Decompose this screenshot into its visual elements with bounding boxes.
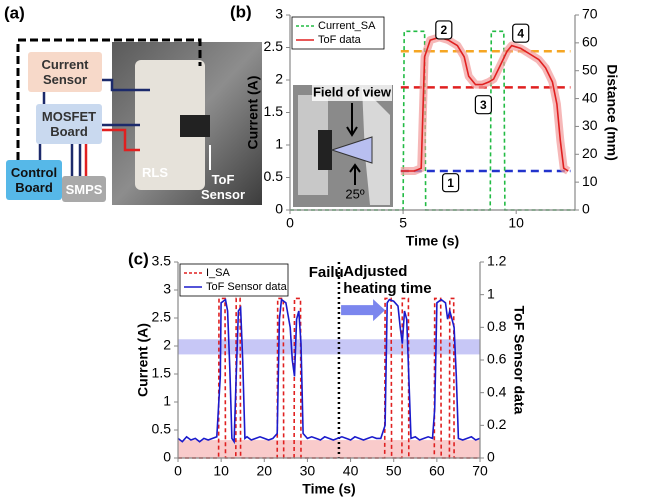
x-tick-label: 50	[386, 463, 402, 479]
wire	[16, 38, 202, 160]
series-line	[177, 298, 481, 445]
annotation-box	[441, 173, 460, 193]
y2-tick-label: 0.2	[487, 416, 507, 432]
y2-axis-title: ToF Sensor data	[511, 306, 527, 415]
annotation-box	[474, 95, 492, 115]
annotation: 25º	[345, 186, 364, 201]
x-tick-label: 10	[213, 463, 229, 479]
y-axis-title: Current (A)	[245, 76, 261, 150]
band	[178, 339, 480, 355]
annotation-wrap: Adjusted heating time	[343, 263, 444, 298]
y2-tick-label: 60	[582, 34, 598, 50]
annotation: 2	[440, 23, 447, 37]
y-tick-label: 0.5	[264, 168, 284, 184]
component: MOSFET Board	[36, 104, 102, 144]
y-tick-label: 3.5	[152, 253, 172, 269]
annotation: Field of view	[313, 84, 392, 99]
annotation-box	[435, 20, 453, 40]
y-tick-label: 2.5	[264, 38, 284, 54]
y-tick-label: 2.5	[152, 309, 172, 325]
y-axis-title: Current (A)	[135, 323, 151, 397]
x-tick-label: 40	[343, 463, 359, 479]
annotation: 1	[447, 176, 454, 190]
annotation: 4	[517, 26, 524, 40]
legend-label: ToF Sensor data	[206, 281, 288, 293]
pointer	[346, 103, 358, 137]
legend-box	[291, 16, 385, 50]
x-tick-label: 20	[256, 463, 272, 479]
y-tick-label: 2	[275, 71, 283, 87]
inset-part	[318, 130, 332, 170]
series-line	[400, 36, 569, 172]
component: Control Board	[6, 160, 62, 200]
x-tick-label: 0	[286, 215, 294, 231]
annotation: 3	[480, 98, 487, 112]
panel-a: (a) Current Sensor MOSFET Board Control …	[0, 0, 270, 215]
y2-tick-label: 10	[582, 173, 598, 189]
y2-axis-title: Distance (mm)	[604, 64, 620, 160]
y-tick-label: 1	[163, 393, 171, 409]
y2-tick-label: 40	[582, 89, 598, 105]
y2-tick-label: 0	[582, 201, 590, 217]
panel-label: (a)	[4, 3, 25, 22]
y2-tick-label: 0.8	[487, 318, 507, 334]
x-tick-label: 30	[300, 463, 316, 479]
y2-tick-label: 30	[582, 117, 598, 133]
y2-tick-label: 0.4	[487, 383, 507, 399]
y2-tick-label: 50	[582, 61, 598, 77]
x-tick-label: 0	[174, 463, 182, 479]
component: ToF Sensor	[200, 172, 246, 202]
component: Current Sensor	[28, 52, 102, 92]
tof-board	[180, 115, 210, 137]
component: SMPS	[62, 176, 106, 202]
inset-part	[362, 87, 390, 205]
x-axis-title: Time (s)	[302, 481, 355, 497]
x-tick-label: 5	[399, 215, 407, 231]
x-tick-label: 70	[472, 463, 488, 479]
inset-photo	[293, 85, 393, 207]
y-tick-label: 0	[163, 449, 171, 465]
x-tick-label: 10	[508, 215, 524, 231]
y-tick-label: 1.5	[264, 103, 284, 119]
legend-box	[179, 263, 289, 297]
pointer	[349, 163, 361, 185]
y-tick-label: 0	[275, 201, 283, 217]
annotation-box	[512, 23, 530, 43]
y-tick-label: 3	[275, 6, 283, 22]
y2-tick-label: 1.2	[487, 253, 507, 269]
band	[178, 440, 480, 458]
field-of-view-cone	[330, 136, 373, 164]
y-tick-label: 1	[275, 136, 283, 152]
x-tick-label: 60	[429, 463, 445, 479]
y2-tick-label: 70	[582, 6, 598, 22]
panel-label: (c)	[128, 249, 149, 268]
y-tick-label: 0.5	[152, 421, 172, 437]
y2-tick-label: 0.6	[487, 351, 507, 367]
legend-label: I_SA	[206, 267, 231, 279]
component: RLS	[142, 164, 168, 180]
panel-label: (b)	[230, 2, 252, 21]
y-tick-label: 2	[163, 337, 171, 353]
rls-body	[135, 60, 205, 190]
legend-label: Current_SA	[318, 20, 376, 32]
wire	[100, 128, 140, 152]
y-tick-label: 3	[163, 281, 171, 297]
arrow	[341, 299, 386, 322]
y2-tick-label: 20	[582, 145, 598, 161]
y2-tick-label: 0	[487, 449, 495, 465]
series-line	[290, 30, 575, 211]
annotation-bg	[312, 85, 392, 101]
x-axis-title: Time (s)	[406, 233, 459, 249]
annotation: Adjusted heating time	[343, 263, 444, 298]
legend-label: ToF data	[318, 34, 362, 46]
y2-tick-label: 1	[487, 285, 495, 301]
setup-drawing: (a)	[4, 3, 262, 205]
wire	[70, 143, 82, 176]
y-tick-label: 1.5	[152, 365, 172, 381]
